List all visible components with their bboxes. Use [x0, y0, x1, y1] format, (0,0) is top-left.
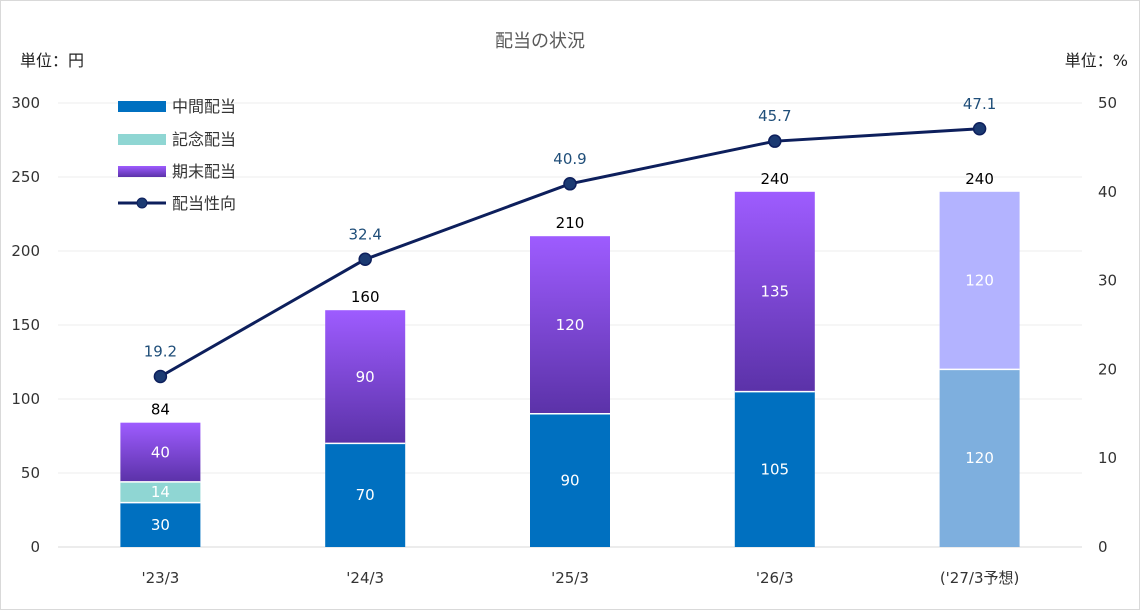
x-tick-label: ('27/3予想) [940, 569, 1020, 587]
legend-label: 中間配当 [172, 97, 236, 116]
payout-ratio-label: 47.1 [963, 95, 996, 113]
x-tick-label: '25/3 [551, 569, 589, 587]
segment-value-label: 90 [560, 471, 579, 489]
segment-value-label: 120 [965, 272, 994, 290]
x-tick-label: '23/3 [141, 569, 179, 587]
legend-swatch-commemorative [118, 134, 166, 145]
segment-value-label: 90 [356, 368, 375, 386]
payout-ratio-marker [768, 134, 782, 148]
segment-value-label: 120 [965, 449, 994, 467]
y-tick-label: 100 [11, 390, 40, 408]
right-axis-ticks: 0 10 20 30 40 50 [1098, 94, 1117, 556]
y-tick-label: 0 [30, 538, 40, 556]
bar-segment [939, 191, 1020, 370]
payout-ratio-line: 19.2 32.4 40.9 45.7 47.1 [144, 95, 996, 384]
segment-value-label: 40 [151, 443, 170, 461]
y2-tick-label: 50 [1098, 94, 1117, 112]
bar-segment [325, 443, 406, 547]
legend-swatch-interim [118, 101, 166, 112]
bar-segment [120, 481, 201, 503]
payout-ratio-label: 19.2 [144, 343, 177, 361]
legend-label: 期末配当 [172, 162, 236, 181]
payout-ratio-marker [972, 122, 987, 136]
bar-segment [939, 369, 1020, 547]
bar-segment [530, 236, 610, 414]
gridlines [58, 102, 1082, 548]
bar-segment [734, 391, 815, 547]
bar-series: 30 14 40 84 70 90 160 90 120 210 105 135 240 120 120 24… [120, 170, 1020, 547]
y2-tick-label: 30 [1098, 272, 1117, 290]
right-axis-unit: 単位：% [1065, 51, 1128, 70]
y-tick-label: 250 [11, 168, 40, 186]
total-label: 210 [556, 214, 585, 232]
left-axis-ticks: 0 50 100 150 200 250 300 [11, 94, 40, 556]
y2-tick-label: 0 [1098, 538, 1108, 556]
bar-segment [120, 422, 201, 482]
bar-segment [530, 413, 610, 547]
payout-ratio-marker [153, 369, 168, 384]
chart-title: 配当の状況 [495, 31, 585, 52]
total-label: 240 [965, 170, 994, 188]
left-axis-unit: 単位：円 [20, 51, 84, 70]
x-tick-label: '24/3 [346, 569, 384, 587]
total-label: 240 [760, 170, 789, 188]
y-tick-label: 50 [21, 464, 40, 482]
x-tick-label: '26/3 [756, 569, 794, 587]
bar-segment [120, 502, 201, 547]
segment-value-label: 14 [151, 483, 170, 501]
bar-segment [734, 191, 815, 392]
y2-tick-label: 20 [1098, 360, 1117, 378]
total-label: 84 [151, 401, 170, 419]
y2-tick-label: 10 [1098, 449, 1117, 467]
legend-label: 記念配当 [172, 130, 236, 149]
segment-value-label: 120 [556, 316, 585, 334]
payout-ratio-label: 32.4 [348, 225, 381, 243]
legend-label: 配当性向 [172, 194, 236, 213]
y2-tick-label: 40 [1098, 183, 1117, 201]
legend-swatch-year-end [118, 166, 166, 177]
segment-value-label: 135 [760, 283, 789, 301]
legend-marker-payout [136, 197, 148, 209]
x-axis-ticks: '23/3 '24/3 '25/3 '26/3 ('27/3予想) [141, 569, 1019, 587]
y-tick-label: 300 [11, 94, 40, 112]
payout-ratio-label: 40.9 [553, 150, 586, 168]
payout-ratio-marker [563, 177, 577, 191]
segment-value-label: 105 [760, 460, 789, 478]
segment-value-label: 70 [356, 486, 375, 504]
total-label: 160 [351, 288, 380, 306]
segment-value-label: 30 [151, 516, 170, 534]
y-tick-label: 200 [11, 242, 40, 260]
bar-segment [325, 310, 406, 444]
payout-ratio-marker [358, 252, 372, 267]
payout-ratio-label: 45.7 [758, 107, 791, 125]
y-tick-label: 150 [11, 316, 40, 334]
